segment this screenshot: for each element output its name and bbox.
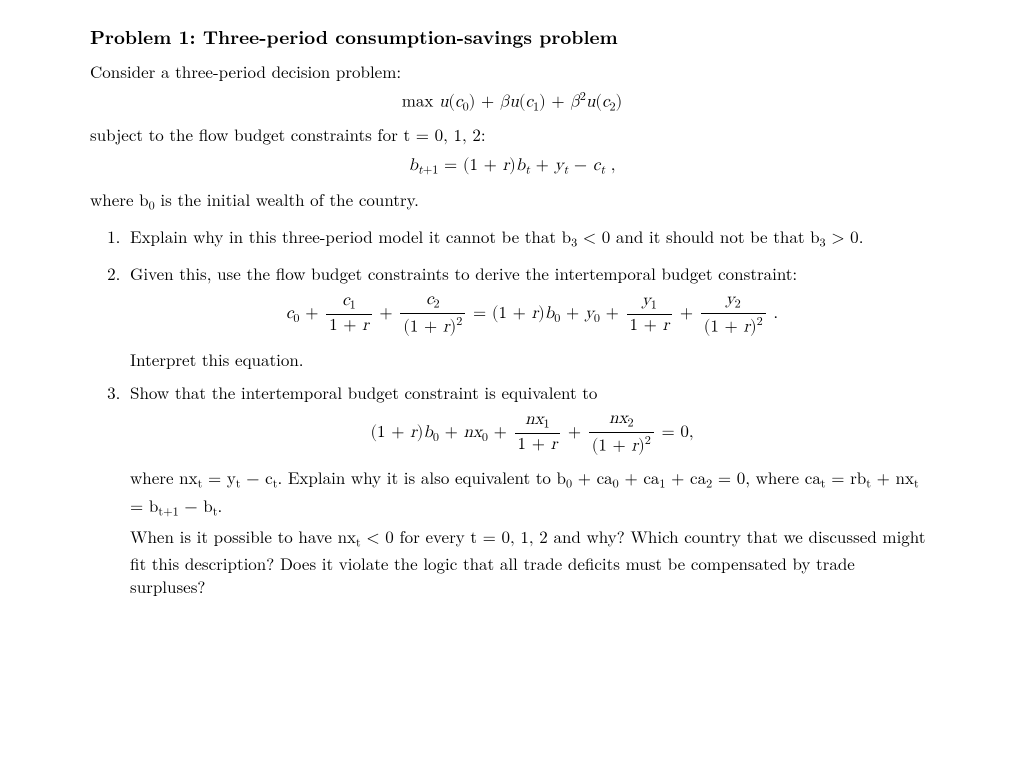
item-1-text: Explain why in this three-period model i…: [130, 225, 934, 252]
item-3-trail: where nxt = yt − ct. Explain why it is a…: [130, 466, 934, 520]
item-1: Explain why in this three-period model i…: [126, 225, 934, 252]
item-3-trail-2: When is it possible to have nxt < 0 for …: [130, 525, 934, 598]
item-2: Given this, use the flow budget constrai…: [126, 262, 934, 371]
flow-budget-equation: bt+1 = (1 + r)bt + yt − ct ,: [90, 155, 934, 179]
problem-page: Problem 1: Three-period consumption-savi…: [0, 0, 1024, 632]
objective-equation: max u(c0) + βu(c1) + β2u(c2): [90, 89, 934, 116]
problem-title: Problem 1: Three-period consumption-savi…: [90, 24, 934, 50]
intertemporal-budget-equation: c0 + c11 + r + c2(1 + r)2 = (1 + r)b0 + …: [130, 289, 934, 340]
nx-budget-equation: (1 + r)b0 + nx0 + nx11 + r + nx2(1 + r)2…: [130, 408, 934, 459]
problem-items: Explain why in this three-period model i…: [90, 225, 934, 598]
intro-text: Consider a three-period decision problem…: [90, 60, 934, 83]
item-2-trail: Interpret this equation.: [130, 348, 934, 371]
where-line: where b0 is the initial wealth of the co…: [90, 188, 934, 215]
subject-to-line: subject to the flow budget constraints f…: [90, 123, 934, 149]
item-2-lead: Given this, use the flow budget constrai…: [130, 262, 934, 285]
item-3: Show that the intertemporal budget const…: [126, 381, 934, 598]
item-3-lead: Show that the intertemporal budget const…: [130, 381, 934, 404]
